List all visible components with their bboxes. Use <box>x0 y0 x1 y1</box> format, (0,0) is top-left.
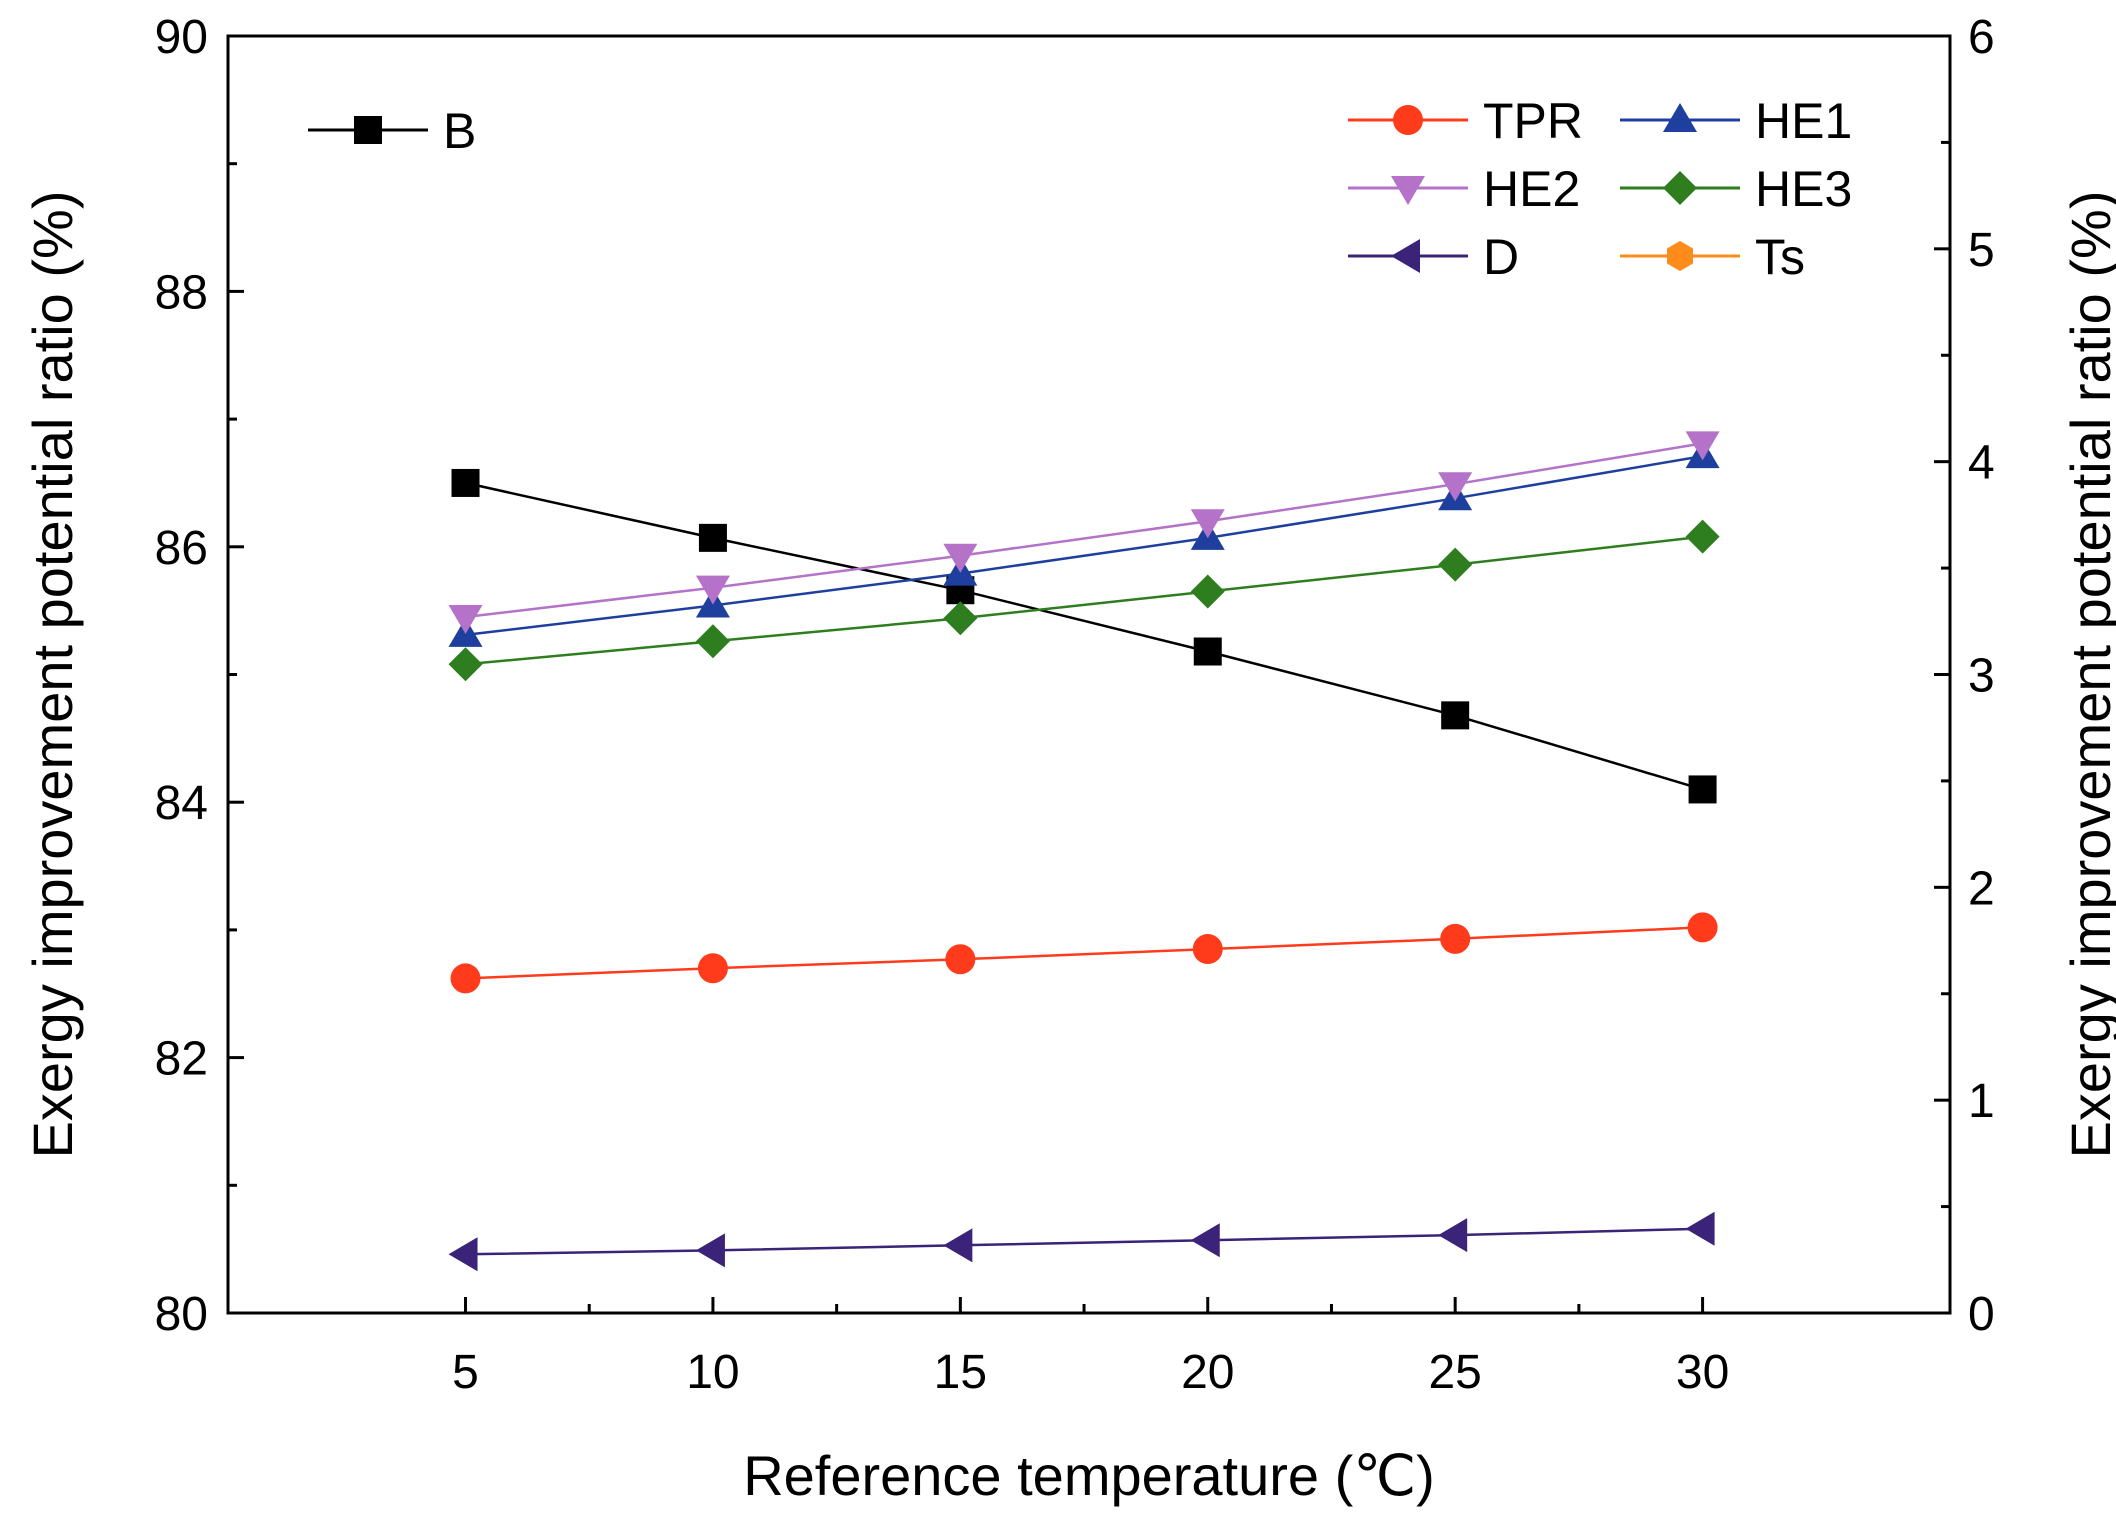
bottom-tick-label: 20 <box>1181 1346 1234 1399</box>
bottom-tick-label: 30 <box>1676 1346 1729 1399</box>
left-tick-label: 86 <box>155 522 208 575</box>
legend-label-b: B <box>443 103 476 159</box>
legend-label-he3: HE3 <box>1755 161 1852 217</box>
x-axis-title: Reference temperature (℃) <box>743 1444 1435 1507</box>
data-point-he2 <box>1190 509 1225 539</box>
legend-entry-d: D <box>1348 229 1519 285</box>
data-point-tpr <box>1192 934 1223 965</box>
plot-frame <box>226 34 1952 1315</box>
legend-entry-b: B <box>308 103 476 159</box>
data-point-he2 <box>943 543 978 573</box>
data-point-he2 <box>1685 431 1720 461</box>
right-tick-label: 4 <box>1968 437 1995 490</box>
legend-marker-d <box>1391 239 1420 273</box>
bottom-axis: 5 10 15 20 25 30 <box>452 1297 1729 1399</box>
series-he1 <box>448 439 1720 647</box>
data-point-tpr <box>1687 912 1718 943</box>
right-tick-label: 6 <box>1968 11 1995 64</box>
legend-marker-tpr <box>1393 105 1423 135</box>
legend-marker-ts <box>1667 241 1693 271</box>
bottom-tick-label: 10 <box>686 1346 739 1399</box>
legend-entry-he1: HE1 <box>1620 93 1852 149</box>
series-line-d <box>465 1227 1703 1256</box>
data-point-he3 <box>695 624 730 659</box>
data-point-b <box>451 468 480 497</box>
data-point-tpr <box>697 953 728 984</box>
legend-label-tpr: TPR <box>1483 93 1583 149</box>
left-axis: 80 82 84 86 88 90 <box>155 11 244 1341</box>
data-point-b <box>1193 637 1222 666</box>
data-point-tpr <box>1440 923 1471 954</box>
right-tick-label: 2 <box>1968 862 1995 915</box>
series-line-he1 <box>465 454 1703 637</box>
right-tick-label: 0 <box>1968 1288 1995 1341</box>
legend-label-d: D <box>1483 229 1519 285</box>
legend-label-ts: Ts <box>1755 229 1805 285</box>
left-tick-label: 80 <box>155 1288 208 1341</box>
left-tick-label: 90 <box>155 11 208 64</box>
data-point-tpr <box>450 963 481 994</box>
data-point-b <box>1441 701 1470 730</box>
data-point-b <box>1688 775 1717 804</box>
legend-marker-he2 <box>1391 176 1425 205</box>
data-point-he3 <box>1685 519 1720 554</box>
data-point-d <box>1685 1211 1715 1246</box>
data-point-b <box>698 523 727 552</box>
data-point-tpr <box>945 944 976 975</box>
data-point-d <box>448 1237 478 1272</box>
right-tick-label: 5 <box>1968 224 1995 277</box>
data-point-d <box>1438 1218 1468 1253</box>
data-point-he3 <box>1438 547 1473 582</box>
data-point-he2 <box>1438 472 1473 502</box>
right-tick-label: 1 <box>1968 1075 1995 1128</box>
legend-entry-he2: HE2 <box>1348 161 1580 217</box>
bottom-tick-label: 5 <box>452 1346 479 1399</box>
legend-marker-he3 <box>1663 171 1697 205</box>
data-point-he3 <box>448 647 483 682</box>
legend-entry-tpr: TPR <box>1348 93 1583 149</box>
data-point-d <box>695 1233 725 1268</box>
series-b <box>451 468 1717 804</box>
left-tick-label: 84 <box>155 777 208 830</box>
legend-label-he2: HE2 <box>1483 161 1580 217</box>
left-tick-label: 88 <box>155 266 208 319</box>
data-point-d <box>943 1228 973 1263</box>
data-point-he2 <box>448 605 483 635</box>
series-line-he2 <box>465 442 1703 619</box>
data-point-he3 <box>943 601 978 636</box>
right-axis: 0 1 2 3 4 5 6 <box>1934 11 1995 1341</box>
series-tpr <box>450 912 1718 994</box>
bottom-tick-label: 25 <box>1428 1346 1481 1399</box>
legend-marker-b <box>354 116 382 144</box>
series-d <box>448 1211 1715 1272</box>
legend: B TPR HE1 HE2 HE3 D Ts <box>308 93 1852 285</box>
data-point-d <box>1190 1223 1220 1258</box>
y-axis-title-right: Exergy improvement potential ratio (%) <box>2059 191 2116 1159</box>
y-axis-title-left: Exergy improvement potential ratio (%) <box>21 191 84 1159</box>
left-tick-label: 82 <box>155 1033 208 1086</box>
bottom-tick-label: 15 <box>934 1346 987 1399</box>
series-line-tpr <box>465 926 1703 980</box>
series-he3 <box>448 519 1720 682</box>
series-layer <box>448 431 1720 1272</box>
legend-marker-he1 <box>1663 103 1697 132</box>
series-line-b <box>465 481 1703 791</box>
legend-entry-ts: Ts <box>1620 229 1805 285</box>
legend-label-he1: HE1 <box>1755 93 1852 149</box>
right-tick-label: 3 <box>1968 650 1995 703</box>
data-point-he3 <box>1190 574 1225 609</box>
data-point-he2 <box>695 575 730 605</box>
legend-entry-he3: HE3 <box>1620 161 1852 217</box>
series-line-he3 <box>465 535 1703 666</box>
series-he2 <box>448 431 1720 635</box>
